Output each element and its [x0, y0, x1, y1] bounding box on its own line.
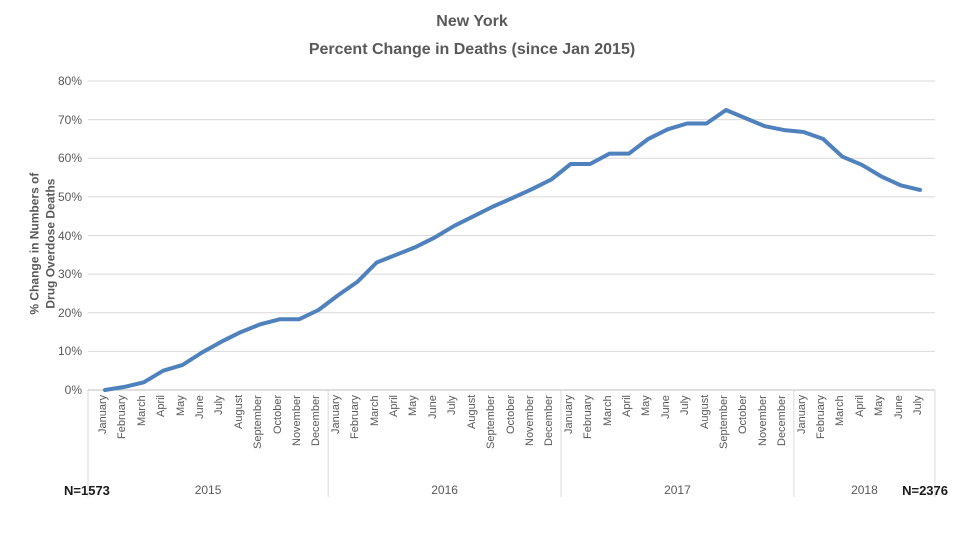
- y-tick-0%: 0%: [64, 383, 82, 397]
- x-tick-month: September: [252, 395, 265, 449]
- x-tick-month: July: [446, 395, 459, 415]
- x-tick-month: June: [659, 395, 672, 419]
- x-tick-year-2016: 2016: [431, 483, 458, 497]
- y-tick-40%: 40%: [57, 228, 82, 243]
- x-tick-year-2017: 2017: [664, 483, 691, 497]
- x-tick-month: April: [620, 395, 633, 418]
- x-tick-month: May: [873, 395, 886, 416]
- y-tick-60%: 60%: [57, 151, 82, 166]
- x-tick-month: December: [543, 395, 556, 446]
- x-tick-month: June: [194, 395, 207, 419]
- x-tick-month: August: [232, 395, 245, 430]
- y-tick-20%: 20%: [57, 305, 82, 320]
- x-tick-month: February: [582, 395, 595, 440]
- x-tick-month: September: [717, 395, 730, 449]
- x-tick-month: October: [737, 395, 750, 435]
- y-tick-30%: 30%: [57, 267, 82, 282]
- n-count-start: N=1573: [64, 483, 110, 498]
- x-tick-month: November: [523, 395, 536, 446]
- x-tick-month: March: [834, 395, 847, 426]
- x-tick-month: July: [912, 395, 924, 415]
- x-tick-month: June: [892, 395, 905, 419]
- x-tick-month: May: [174, 395, 187, 416]
- x-tick-month: February: [116, 395, 129, 440]
- y-tick-10%: 10%: [57, 344, 82, 359]
- y-tick-50%: 50%: [57, 189, 82, 204]
- y-tick-80%: 80%: [57, 74, 82, 88]
- x-tick-month: February: [349, 395, 362, 440]
- x-tick-month: March: [601, 395, 614, 426]
- chart-title-line2: Percent Change in Deaths (since Jan 2015…: [308, 41, 636, 58]
- n-count-end: N=2376: [902, 483, 948, 498]
- x-tick-month: May: [407, 395, 420, 416]
- data-series-line: [103, 108, 922, 392]
- x-tick-month: January: [795, 395, 808, 435]
- x-tick-month: April: [853, 395, 866, 418]
- x-tick-month: December: [310, 395, 323, 446]
- x-tick-month: August: [698, 395, 711, 430]
- x-tick-month: July: [679, 395, 692, 415]
- x-tick-month: April: [388, 395, 401, 418]
- x-tick-month: January: [562, 395, 575, 435]
- x-tick-month: January: [329, 395, 342, 435]
- x-tick-month: September: [485, 395, 498, 449]
- x-tick-month: February: [814, 395, 827, 440]
- y-tick-70%: 70%: [57, 112, 82, 127]
- x-tick-year-2018: 2018: [851, 483, 878, 497]
- x-tick-month: August: [465, 395, 478, 430]
- x-tick-year-2015: 2015: [194, 483, 222, 497]
- x-tick-month: March: [135, 395, 148, 426]
- x-tick-month: January: [97, 395, 109, 435]
- x-tick-month: October: [504, 395, 517, 435]
- x-tick-month: November: [756, 395, 769, 446]
- x-tick-month: March: [368, 395, 381, 426]
- x-tick-month: May: [640, 395, 653, 416]
- x-tick-month: October: [271, 395, 284, 435]
- x-tick-month: July: [213, 395, 226, 415]
- x-tick-month: December: [776, 395, 789, 446]
- chart-title-line1: New York: [436, 13, 508, 30]
- chart-title: New York Percent Change in Deaths (since…: [0, 8, 944, 64]
- x-tick-month: June: [426, 395, 439, 419]
- x-tick-month: April: [155, 395, 168, 418]
- x-tick-month: November: [291, 395, 304, 446]
